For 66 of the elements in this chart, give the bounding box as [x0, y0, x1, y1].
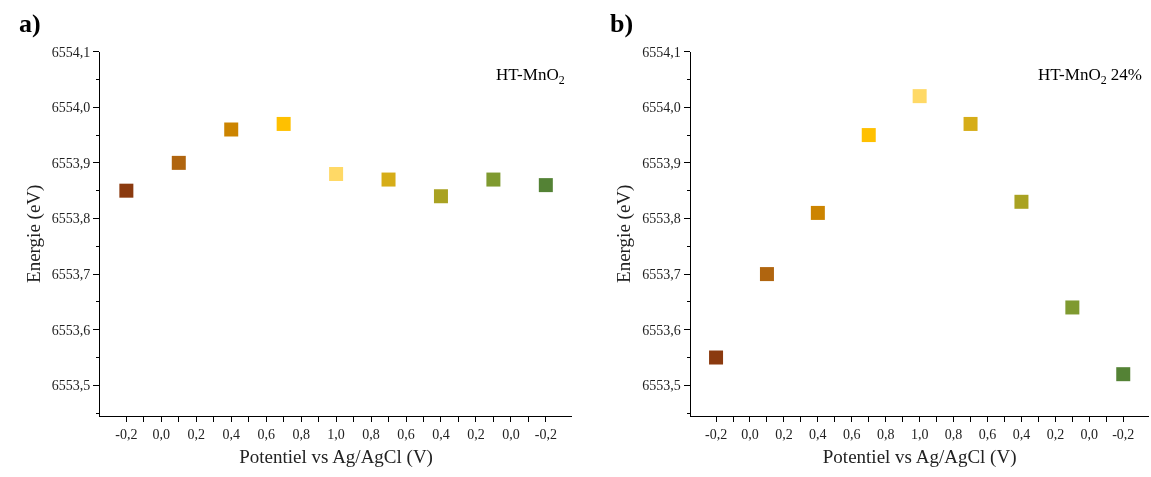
chart-title: b)	[610, 9, 634, 38]
point	[486, 172, 501, 187]
x-tick-label: 0,6	[978, 426, 997, 442]
x-tick-label: 0,4	[432, 426, 450, 442]
x-tick-label: 0,8	[362, 426, 380, 442]
x-tick-label: 0,2	[467, 426, 485, 442]
x-axis-title: Potentiel vs Ag/AgCl (V)	[239, 445, 433, 468]
x-tick-label: -0,2	[115, 426, 138, 442]
point	[224, 122, 239, 137]
x-tick-label: 0,2	[1046, 426, 1065, 442]
y-tick-label: 6553,5	[51, 378, 91, 394]
y-tick-label: 6553,6	[642, 322, 681, 338]
point	[963, 116, 978, 131]
point	[1065, 300, 1080, 315]
y-tick-label: 6554,0	[642, 100, 681, 116]
point	[433, 189, 448, 204]
x-tick-label: 0,6	[257, 426, 275, 442]
x-tick-label: 0,4	[1012, 426, 1031, 442]
y-tick-label: 6553,5	[642, 378, 681, 394]
point	[381, 172, 396, 187]
chart-title: a)	[19, 9, 41, 38]
y-tick-label: 6553,9	[642, 155, 681, 171]
point	[276, 116, 291, 131]
y-tick-label: 6553,7	[51, 266, 91, 282]
x-tick-label: 0,8	[876, 426, 895, 442]
y-tick-label: 6553,9	[51, 155, 91, 171]
y-axis-title: Energie (eV)	[22, 184, 45, 283]
annotation: HT-MnO$_{2}$ 24%	[1038, 65, 1143, 87]
point	[538, 178, 553, 193]
point	[329, 166, 344, 181]
point	[119, 183, 134, 198]
x-tick-label: 0,8	[944, 426, 963, 442]
y-tick-label: 6553,8	[51, 211, 91, 227]
y-tick-label: 6554,1	[642, 44, 681, 60]
y-tick-label: 6553,7	[642, 266, 681, 282]
point	[1014, 194, 1029, 209]
x-tick-label: 0,6	[843, 426, 861, 442]
x-tick-label: 0,2	[187, 426, 206, 442]
point	[912, 89, 927, 104]
x-tick-label: 0,0	[741, 426, 759, 442]
point	[861, 128, 876, 143]
x-tick-label: 0,4	[222, 426, 240, 442]
x-tick-label: 0,4	[809, 426, 827, 442]
y-tick-label: 6554,1	[51, 44, 91, 60]
x-tick-label: 0,6	[397, 426, 415, 442]
x-tick-label: -0,2	[534, 426, 557, 442]
x-tick-label: 0,2	[775, 426, 793, 442]
y-tick-label: 6553,8	[642, 211, 681, 227]
y-tick-label: 6553,6	[51, 322, 91, 338]
point	[759, 267, 774, 282]
x-tick-label: 0,8	[292, 426, 310, 442]
x-tick-label: 0,0	[1080, 426, 1099, 442]
x-tick-label: 1,0	[910, 426, 929, 442]
x-tick-label: -0,2	[704, 426, 728, 442]
point	[1116, 367, 1131, 382]
x-tick-label: 1,0	[327, 426, 345, 442]
x-axis-title: Potentiel vs Ag/AgCl (V)	[822, 445, 1017, 468]
point	[171, 155, 186, 170]
x-tick-label: -0,2	[1112, 426, 1135, 442]
point	[709, 350, 724, 365]
y-tick-label: 6554,0	[51, 100, 91, 116]
y-axis-title: Energie (eV)	[613, 184, 636, 283]
x-tick-label: 0,0	[152, 426, 171, 442]
point	[810, 205, 825, 220]
annotation: HT-MnO$_{2}$	[496, 65, 565, 87]
x-tick-label: 0,0	[502, 426, 520, 442]
